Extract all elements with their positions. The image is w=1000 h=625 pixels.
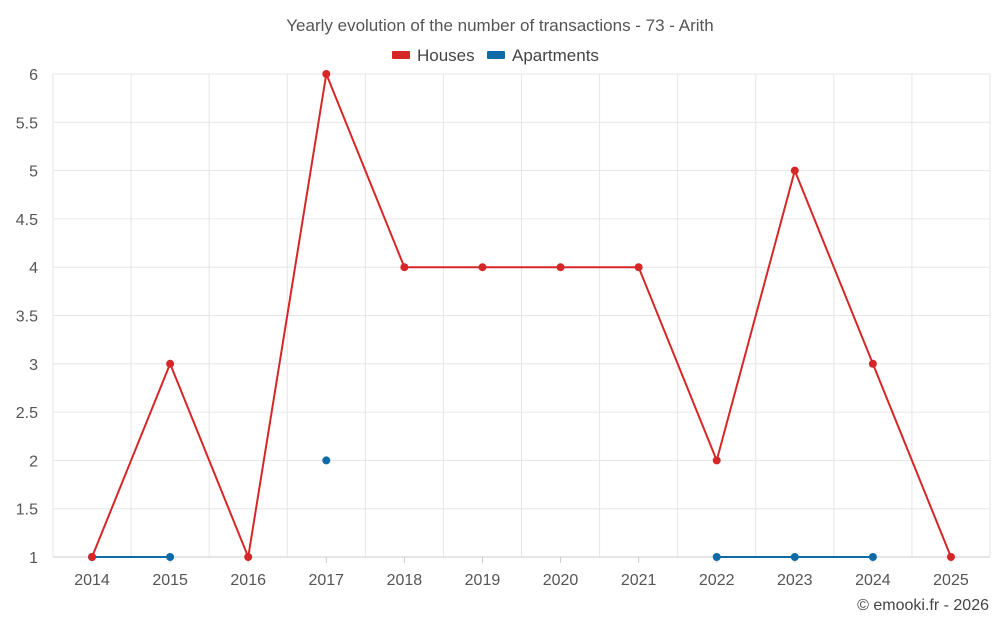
x-tick-label: 2023: [777, 572, 813, 589]
data-point-houses[interactable]: [868, 359, 877, 368]
data-point-houses[interactable]: [322, 70, 331, 78]
x-tick-label: 2014: [74, 572, 110, 589]
legend: Houses Apartments: [392, 46, 599, 65]
data-point-apartments[interactable]: [868, 553, 877, 561]
series-line-houses: [91, 73, 952, 558]
chart-title: Yearly evolution of the number of transa…: [286, 16, 713, 35]
x-tick-label: 2018: [387, 572, 423, 589]
legend-item-houses[interactable]: Houses: [392, 46, 475, 65]
series-apartments: [88, 456, 877, 561]
x-tick-label: 2020: [543, 572, 579, 589]
x-tick-label: 2017: [308, 572, 344, 589]
x-tick-label: 2021: [621, 572, 657, 589]
legend-label-apartments: Apartments: [512, 46, 599, 65]
data-point-houses[interactable]: [790, 166, 799, 175]
data-point-houses[interactable]: [556, 263, 565, 272]
legend-label-houses: Houses: [417, 46, 475, 65]
x-tick-label: 2019: [465, 572, 501, 589]
y-tick-label: 6: [29, 67, 38, 84]
y-tick-label: 2.5: [16, 405, 38, 422]
data-point-apartments[interactable]: [712, 553, 721, 561]
data-point-houses[interactable]: [478, 263, 487, 272]
y-tick-label: 4: [29, 260, 38, 277]
x-tick-label: 2015: [152, 572, 188, 589]
x-tick-label: 2025: [933, 572, 969, 589]
y-tick-label: 5.5: [16, 115, 38, 132]
credit-text: © emooki.fr - 2026: [857, 597, 989, 614]
y-tick-label: 2: [29, 453, 38, 470]
series: [88, 70, 955, 561]
data-point-houses[interactable]: [88, 553, 97, 561]
legend-item-apartments[interactable]: Apartments: [487, 46, 599, 65]
axes: 1 1.5 2 2.5 3 3.5 4 4.5 5 5.5 6 2014 2015 2016 2017 201…: [16, 67, 990, 589]
x-tick-label: 2022: [699, 572, 735, 589]
grid: [52, 73, 991, 558]
data-point-apartments[interactable]: [790, 553, 799, 561]
y-tick-label: 3.5: [16, 309, 38, 326]
y-tick-label: 3: [29, 357, 38, 374]
data-point-houses[interactable]: [244, 553, 253, 561]
x-tick-label: 2024: [855, 572, 891, 589]
data-point-apartments[interactable]: [166, 553, 175, 561]
data-point-houses[interactable]: [712, 456, 721, 465]
data-point-apartments[interactable]: [322, 456, 331, 465]
data-point-houses[interactable]: [166, 359, 175, 368]
data-point-houses[interactable]: [400, 263, 409, 272]
legend-swatch-apartments: [487, 51, 505, 59]
series-houses: [88, 70, 955, 561]
y-tick-label: 1.5: [16, 502, 38, 519]
y-tick-label: 1: [29, 550, 38, 567]
y-tick-label: 4.5: [16, 212, 38, 229]
legend-swatch-houses: [392, 51, 410, 59]
data-point-houses[interactable]: [946, 553, 955, 561]
y-tick-label: 5: [29, 164, 38, 181]
x-tick-label: 2016: [230, 572, 266, 589]
data-point-houses[interactable]: [634, 263, 643, 272]
